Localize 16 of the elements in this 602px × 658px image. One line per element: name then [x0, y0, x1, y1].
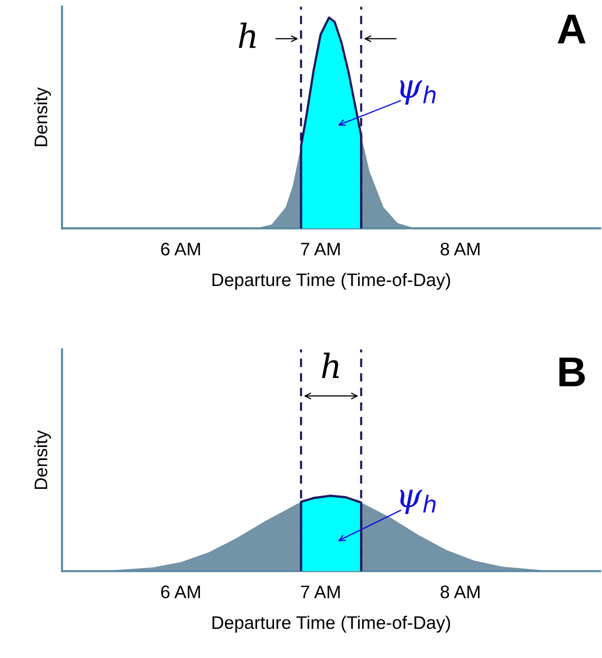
annotation: h [238, 22, 256, 48]
annotation: ψ$_{h}$ [400, 80, 436, 105]
x-tick-label: 7 AM [300, 242, 340, 256]
x-tick-label: 6 AM [161, 242, 200, 256]
x-tick-label: 8 AM [440, 586, 480, 598]
x-tick-label: 8 AM [440, 242, 480, 256]
x-tick-label: 7 AM [300, 586, 340, 598]
x-tick-label: 6 AM [161, 586, 200, 598]
annotation: ψ$_{h}$ [400, 490, 436, 514]
x-axis-title: Departure Time (Time-of-Day) [212, 616, 450, 633]
y-axis-title: Density [34, 87, 51, 146]
y-axis-title: Density [34, 430, 51, 489]
text: h [322, 352, 339, 378]
x-axis-title: Departure Time (Time-of-Day) [212, 272, 450, 290]
chart-title: B [559, 358, 585, 386]
chart-title: A [558, 14, 586, 44]
